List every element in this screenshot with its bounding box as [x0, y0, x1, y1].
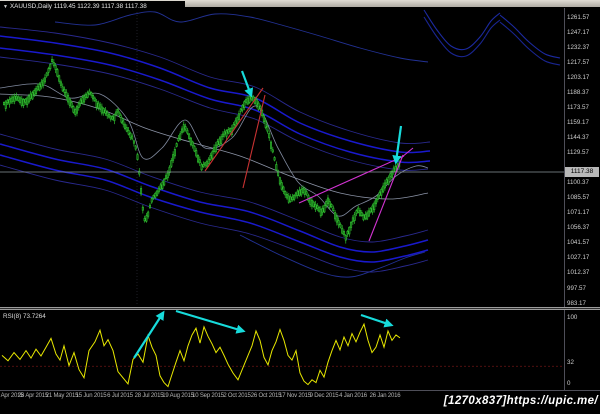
cyan-arrow-icon[interactable]	[360, 313, 394, 328]
price-scale-label: 1203.17	[567, 74, 590, 81]
cyan-arrow-icon[interactable]	[392, 125, 403, 165]
chart-title-text: XAUUSD,Daily 1119.45 1122.39 1117.38 111…	[9, 3, 147, 10]
price-scale-label: 1261.57	[567, 14, 590, 21]
price-scale-label: 1159.17	[567, 119, 589, 126]
price-scale-label: 1041.57	[567, 239, 590, 246]
time-axis-border	[0, 390, 600, 391]
rsi-scale-label: 32	[567, 359, 574, 366]
time-scale-label: 26 Oct 2015	[250, 393, 282, 399]
price-scale-label: 1129.57	[567, 149, 589, 156]
window-top-edge	[0, 0, 600, 1]
price-scale-label: 983.17	[567, 300, 586, 307]
trend-line-magenta[interactable]	[298, 155, 405, 204]
time-scale-label: 26 Jan 2016	[369, 393, 401, 399]
trend-line-red[interactable]	[204, 87, 264, 172]
price-scale-label: 1027.17	[567, 254, 590, 261]
rsi-scale-label: 0	[567, 380, 571, 387]
chart-title-marker-icon: ▼	[3, 4, 8, 10]
cyan-arrow-icon[interactable]	[240, 70, 254, 98]
price-scale-label: 1085.57	[567, 194, 590, 201]
watermark-text: [1270x837]https://upic.me/	[443, 395, 598, 407]
price-scale-label: 1012.37	[567, 269, 590, 276]
window-top-strip	[185, 1, 600, 7]
time-scale-label: 10 Sep 2015	[192, 393, 224, 399]
candlesticks	[2, 56, 401, 244]
cyan-arrow-icon[interactable]	[175, 309, 246, 334]
price-scale-label: 1173.57	[567, 104, 589, 111]
price-scale-label: 1232.37	[567, 44, 590, 51]
panel-separator[interactable]	[0, 307, 600, 310]
cyan-arrow-icon[interactable]	[133, 310, 165, 359]
time-scale-label: 28 Apr 2015	[17, 393, 49, 399]
trend-line-magenta[interactable]	[368, 154, 404, 242]
indicator-bands	[0, 9, 561, 278]
rsi-indicator-label: RSI(8) 73.7264	[3, 313, 46, 320]
price-scale-label: 1247.17	[567, 29, 590, 36]
price-scale-label: 1188.37	[567, 89, 589, 96]
time-scale-label: Apr 2015	[0, 393, 24, 399]
time-scale-label: 15 Jun 2015	[75, 393, 107, 399]
price-scale-label: 1144.37	[567, 134, 589, 141]
rsi-scale-label: 100	[567, 314, 578, 321]
time-scale-label: 28 Jul 2015	[134, 393, 164, 399]
time-scale-label: 17 Nov 2015	[279, 393, 311, 399]
rsi-line	[1, 322, 401, 388]
current-price-tag: 1117.38	[565, 167, 599, 177]
trend-line-magenta[interactable]	[401, 147, 414, 158]
price-scale-label: 1217.57	[567, 59, 590, 66]
time-scale-label: 9 Dec 2015	[309, 393, 339, 399]
time-scale-label: 2 Oct 2015	[223, 393, 251, 399]
price-scale-label: 1100.37	[567, 179, 589, 186]
time-scale-label: 6 Jul 2015	[107, 393, 133, 399]
price-scale-label: 1071.17	[567, 209, 590, 216]
time-scale-label: 4 Jan 2016	[339, 393, 367, 399]
chart-title: ▼ XAUUSD,Daily 1119.45 1122.39 1117.38 11…	[3, 3, 147, 10]
time-scale-label: 21 May 2015	[45, 393, 79, 399]
trend-line-red[interactable]	[242, 94, 266, 189]
price-scale-border	[564, 8, 565, 390]
price-scale-label: 997.57	[567, 285, 586, 292]
price-scale-label: 1056.37	[567, 224, 590, 231]
time-scale-label: 19 Aug 2015	[162, 393, 194, 399]
